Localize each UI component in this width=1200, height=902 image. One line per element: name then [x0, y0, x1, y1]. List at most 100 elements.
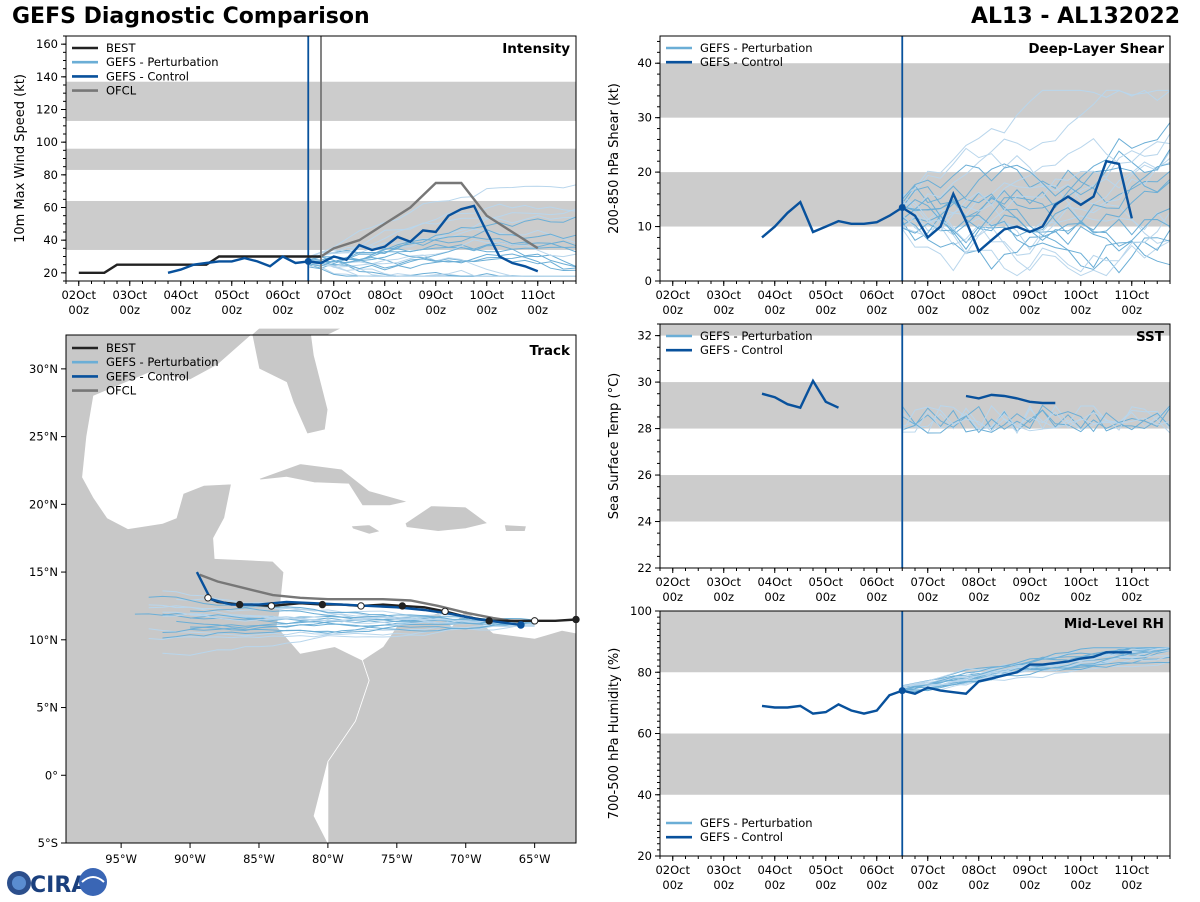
- x-tick-sublabel: 00z: [815, 590, 836, 604]
- x-tick-sublabel: 00z: [476, 303, 497, 317]
- panel-title: Track: [530, 343, 571, 359]
- legend-label: BEST: [106, 341, 136, 355]
- x-tick-sublabel: 00z: [917, 590, 938, 604]
- x-tick-label: 09Oct: [1012, 863, 1047, 877]
- best-track-point: [318, 600, 327, 609]
- perturbation-series: [902, 138, 1171, 232]
- x-tick-sublabel: 00z: [713, 878, 734, 892]
- x-tick-sublabel: 00z: [866, 590, 887, 604]
- perturbation-series: [308, 252, 577, 270]
- perturbation-series: [902, 181, 1171, 270]
- y-tick-label: 160: [36, 37, 58, 51]
- landmass-americas: [65, 327, 370, 844]
- x-tick-sublabel: 00z: [866, 303, 887, 317]
- x-tick-sublabel: 00z: [968, 878, 989, 892]
- y-tick-label: 40: [637, 788, 652, 802]
- logo-text: CIRA: [30, 873, 88, 898]
- island-cuba: [258, 463, 408, 507]
- x-tick-label: 10Oct: [1063, 288, 1098, 302]
- x-tick-label: 11Oct: [1114, 863, 1149, 877]
- lon-tick-label: 70°W: [450, 852, 482, 866]
- y-tick-label: 26: [637, 468, 652, 482]
- control-init-point: [898, 204, 906, 211]
- lat-tick-label: 15°N: [29, 565, 58, 579]
- shaded-band: [660, 733, 1170, 795]
- y-tick-label: 100: [36, 135, 58, 149]
- x-tick-label: 11Oct: [1114, 575, 1149, 589]
- legend-label: GEFS - Control: [700, 830, 783, 844]
- perturbation-series: [901, 157, 1171, 223]
- x-tick-label: 08Oct: [367, 288, 402, 302]
- x-tick-sublabel: 00z: [713, 590, 734, 604]
- legend-label: GEFS - Perturbation: [700, 816, 813, 830]
- y-axis-label: 700-500 hPa Humidity (%): [607, 648, 622, 820]
- y-tick-label: 30: [637, 111, 652, 125]
- y-tick-label: 40: [637, 56, 652, 70]
- perturbation-series: [902, 225, 1171, 277]
- perturbation-series: [901, 404, 1171, 434]
- x-tick-label: 04Oct: [757, 575, 792, 589]
- x-tick-label: 07Oct: [316, 288, 351, 302]
- y-tick-label: 140: [36, 70, 58, 84]
- x-tick-label: 05Oct: [808, 288, 843, 302]
- x-tick-sublabel: 00z: [662, 590, 683, 604]
- y-tick-label: 32: [637, 329, 652, 343]
- y-tick-label: 20: [637, 165, 652, 179]
- control-series: [167, 204, 539, 274]
- x-tick-label: 04Oct: [757, 288, 792, 302]
- x-tick-label: 05Oct: [808, 575, 843, 589]
- best-track-point: [357, 602, 365, 610]
- perturbation-series: [902, 661, 1171, 691]
- ofcl-series: [320, 181, 539, 258]
- perturbation-track: [190, 607, 535, 623]
- intensity-panel: 2040608010012014016002Oct00z03Oct00z04Oc…: [13, 35, 577, 317]
- y-tick-label: 40: [43, 233, 58, 247]
- legend-label: GEFS - Control: [106, 369, 189, 383]
- y-tick-label: 120: [36, 103, 58, 117]
- perturbation-series: [902, 199, 1171, 269]
- x-tick-sublabel: 00z: [1070, 303, 1091, 317]
- best-track-point: [441, 607, 449, 616]
- x-tick-label: 02Oct: [61, 288, 96, 302]
- lon-tick-label: 95°W: [105, 852, 137, 866]
- legend-label: GEFS - Control: [700, 343, 783, 357]
- perturbation-track: [190, 613, 535, 623]
- x-tick-sublabel: 00z: [170, 303, 191, 317]
- legend-label: GEFS - Perturbation: [700, 329, 813, 343]
- best-track-point: [572, 615, 580, 624]
- x-tick-sublabel: 00z: [323, 303, 344, 317]
- x-tick-label: 03Oct: [706, 863, 741, 877]
- y-tick-label: 20: [43, 266, 58, 280]
- x-tick-label: 02Oct: [655, 288, 690, 302]
- x-tick-label: 06Oct: [859, 288, 894, 302]
- x-tick-sublabel: 00z: [272, 303, 293, 317]
- x-tick-label: 04Oct: [757, 863, 792, 877]
- x-tick-label: 05Oct: [808, 863, 843, 877]
- legend-label: GEFS - Control: [106, 69, 189, 83]
- best-track-point: [235, 600, 244, 609]
- perturbation-series: [308, 203, 577, 258]
- x-tick-sublabel: 00z: [527, 303, 548, 317]
- y-axis-label: 10m Max Wind Speed (kt): [13, 74, 28, 243]
- x-tick-sublabel: 00z: [764, 303, 785, 317]
- x-tick-sublabel: 00z: [1070, 590, 1091, 604]
- landmass-south-america: [327, 609, 577, 844]
- x-tick-label: 02Oct: [655, 863, 690, 877]
- y-tick-label: 80: [43, 168, 58, 182]
- control-series: [761, 159, 1133, 254]
- perturbation-series: [308, 229, 577, 261]
- island-jamaica: [350, 524, 382, 535]
- perturbation-series: [901, 203, 1171, 233]
- panel-title: Intensity: [502, 41, 570, 57]
- perturbation-track: [190, 614, 535, 627]
- perturbation-series: [901, 133, 1171, 243]
- cira-logo: CIRA: [4, 866, 108, 898]
- map-frame: [65, 334, 577, 844]
- y-tick-label: 24: [637, 515, 652, 529]
- island-hispaniola: [404, 505, 489, 532]
- lat-tick-label: 25°N: [29, 430, 58, 444]
- perturbation-series: [902, 647, 1171, 693]
- x-tick-sublabel: 00z: [425, 303, 446, 317]
- lat-tick-label: 30°N: [29, 362, 58, 376]
- control-init-point: [517, 621, 525, 629]
